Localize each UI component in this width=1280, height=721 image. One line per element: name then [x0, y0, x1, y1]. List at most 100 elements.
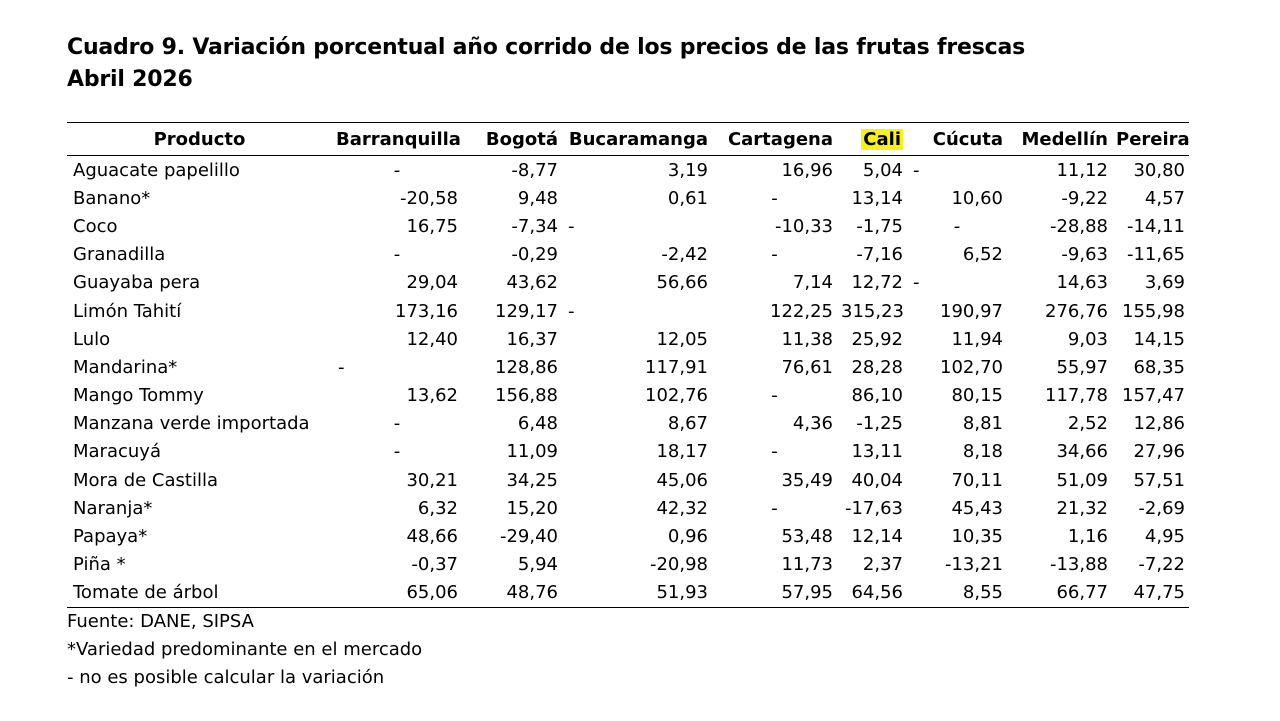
value-cell: 4,95 — [1144, 526, 1185, 548]
value-cell: 16,96 — [781, 159, 833, 181]
value-cell: - — [338, 356, 345, 378]
value-cell: 48,76 — [506, 582, 558, 604]
value-cell: 34,66 — [1056, 441, 1108, 463]
value-cell: -29,40 — [499, 526, 558, 548]
value-cell: 45,06 — [656, 469, 708, 491]
value-cell: 30,80 — [1133, 159, 1185, 181]
value-cell: 117,78 — [1045, 385, 1108, 407]
value-cell: 53,48 — [781, 526, 833, 548]
column-header-label: Pereira — [1116, 128, 1190, 150]
value-cell: - — [913, 159, 920, 181]
value-cell: - — [771, 441, 778, 463]
column-header-label: Barranquilla — [336, 128, 461, 150]
value-cell: 2,52 — [1067, 413, 1108, 435]
value-cell: 12,72 — [851, 272, 903, 294]
value-cell: 29,04 — [406, 272, 458, 294]
value-cell: - — [393, 159, 401, 181]
value-cell: -13,88 — [1049, 554, 1108, 576]
title-line-1: Cuadro 9. Variación porcentual año corri… — [67, 35, 1026, 60]
value-cell: 43,62 — [506, 272, 558, 294]
table-row: Mango Tommy 13,62 156,88 102,76 - 86,10 80,15 1… — [67, 382, 1189, 410]
table-body: Aguacate papelillo - -8,77 3,19 16,96 5,04-11… — [67, 156, 1189, 608]
source-note: Fuente: DANE, SIPSA — [67, 611, 254, 632]
value-cell: 14,63 — [1056, 272, 1108, 294]
table-row: Papaya* 48,66 -29,40 0,96 53,48 12,14 10,35 1,1… — [67, 522, 1189, 550]
value-cell: 65,06 — [406, 582, 458, 604]
column-header-1: Barranquilla — [332, 123, 462, 156]
value-cell: -7,16 — [856, 244, 903, 266]
value-cell: 6,32 — [417, 497, 458, 519]
value-cell: 68,35 — [1133, 356, 1185, 378]
column-header-7: Medellín — [1007, 123, 1112, 156]
column-header-label: Bucaramanga — [568, 128, 708, 150]
title-line-2: Abril 2026 — [67, 67, 193, 92]
product-name-cell: Manzana verde importada — [73, 413, 310, 435]
value-cell: -20,58 — [399, 187, 458, 209]
table-row: Banano* -20,58 9,48 0,61 - 13,14 10,60 -9,22 4,5… — [67, 184, 1189, 212]
value-cell: 18,17 — [656, 441, 708, 463]
value-cell: -28,88 — [1049, 215, 1108, 237]
value-cell: 64,56 — [851, 582, 903, 604]
value-cell: 8,81 — [962, 413, 1003, 435]
value-cell: 173,16 — [395, 300, 458, 322]
value-cell: 57,95 — [781, 582, 833, 604]
value-cell: 155,98 — [1122, 300, 1185, 322]
column-header-0: Producto — [67, 123, 332, 156]
value-cell: 12,14 — [851, 526, 903, 548]
column-header-label: Cúcuta — [932, 128, 1003, 150]
value-cell: -20,98 — [649, 554, 708, 576]
value-cell: 122,25 — [770, 300, 833, 322]
value-cell: 48,66 — [406, 526, 458, 548]
value-cell: 51,09 — [1056, 469, 1108, 491]
product-name-cell: Maracuyá — [73, 441, 161, 463]
value-cell: -2,69 — [1138, 497, 1185, 519]
product-name-cell: Aguacate papelillo — [73, 159, 240, 181]
column-header-4: Cartagena — [712, 123, 837, 156]
column-header-3: Bucaramanga — [562, 123, 712, 156]
value-cell: -0,37 — [411, 554, 458, 576]
table-row: Lulo 12,40 16,37 12,05 11,38 25,92 11,94 9,03 14… — [67, 325, 1189, 353]
table-row: Piña * -0,37 5,94 -20,98 11,73 2,37 -13,21 -13,… — [67, 551, 1189, 579]
table-row: Guayaba pera 29,04 43,62 56,66 7,14 12,72- 14,… — [67, 269, 1189, 297]
value-cell: -10,33 — [774, 215, 833, 237]
product-name-cell: Guayaba pera — [73, 272, 201, 294]
value-cell: 0,96 — [667, 526, 708, 548]
value-cell: 8,55 — [962, 582, 1003, 604]
value-cell: 12,05 — [656, 328, 708, 350]
value-cell: -0,29 — [511, 244, 558, 266]
value-cell: -7,34 — [511, 215, 558, 237]
value-cell: - — [771, 187, 778, 209]
value-cell: 28,28 — [851, 356, 903, 378]
value-cell: 5,04 — [862, 159, 903, 181]
value-cell: - — [771, 497, 778, 519]
value-cell: - — [393, 244, 401, 266]
value-cell: 11,12 — [1056, 159, 1108, 181]
product-name-cell: Mango Tommy — [73, 385, 204, 407]
value-cell: 4,57 — [1144, 187, 1185, 209]
column-header-label: Medellín — [1021, 128, 1108, 150]
value-cell: 42,32 — [656, 497, 708, 519]
value-cell: 15,20 — [506, 497, 558, 519]
value-cell: 5,94 — [517, 554, 558, 576]
value-cell: 13,14 — [851, 187, 903, 209]
value-cell: 66,77 — [1056, 582, 1108, 604]
table-row: Naranja* 6,32 15,20 42,32 - -17,63 45,43 21,32 -… — [67, 494, 1189, 522]
value-cell: 47,75 — [1133, 582, 1185, 604]
value-cell: - — [953, 215, 961, 237]
column-header-5: Cali — [837, 123, 907, 156]
value-cell: -1,75 — [856, 215, 903, 237]
value-cell: 1,16 — [1067, 526, 1108, 548]
value-cell: 25,92 — [851, 328, 903, 350]
value-cell: - — [913, 272, 920, 294]
product-name-cell: Papaya* — [73, 526, 148, 548]
value-cell: 21,32 — [1056, 497, 1108, 519]
value-cell: 6,52 — [962, 244, 1003, 266]
price-variation-table: Producto Barranquilla Bogotá Bucaramanga Car… — [67, 122, 1190, 608]
value-cell: 102,76 — [645, 385, 708, 407]
value-cell: 2,37 — [862, 554, 903, 576]
table-notes: Fuente: DANE, SIPSA *Variedad predominan… — [67, 608, 422, 692]
value-cell: -13,21 — [944, 554, 1003, 576]
value-cell: 10,35 — [951, 526, 1003, 548]
value-cell: 156,88 — [495, 385, 558, 407]
value-cell: 10,60 — [951, 187, 1003, 209]
